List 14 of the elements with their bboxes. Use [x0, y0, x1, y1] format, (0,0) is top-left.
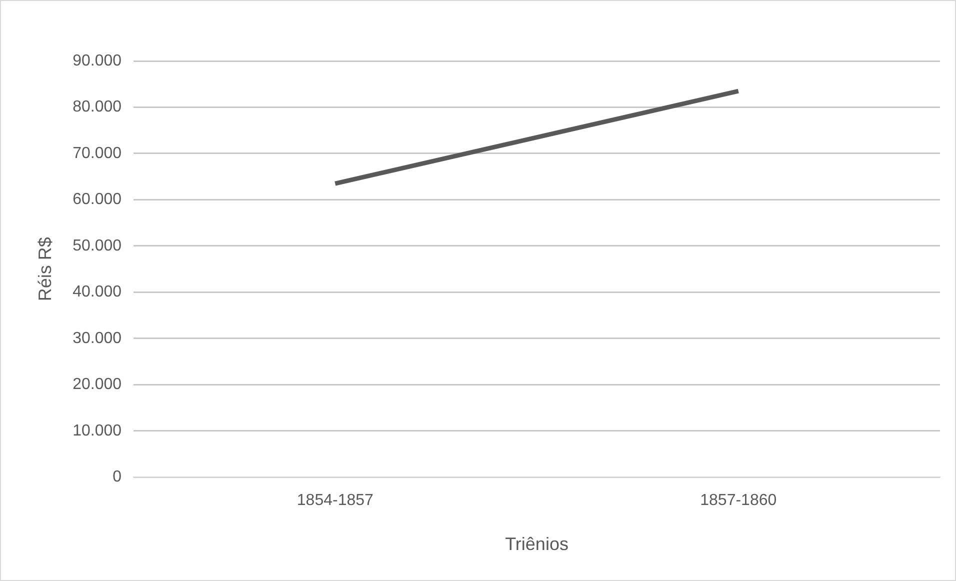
y-tick-label: 60.000 [72, 191, 122, 208]
y-tick-label: 0 [112, 468, 122, 486]
y-tick-label: 30.000 [72, 330, 122, 347]
y-tick-label: 40.000 [72, 284, 122, 301]
x-tick-label: 1854-1857 [296, 492, 374, 510]
y-tick-label: 10.000 [72, 422, 122, 440]
y-tick-label: 50.000 [72, 237, 122, 254]
y-tick-label: 80.000 [72, 98, 122, 116]
y-tick-label: 90.000 [72, 52, 122, 70]
x-axis-title: Triênios [505, 534, 568, 554]
y-tick-label: 20.000 [72, 376, 122, 394]
y-tick-label: 70.000 [72, 144, 122, 162]
x-tick-label: 1857-1860 [700, 492, 777, 510]
y-axis-title: Réis R$ [34, 237, 55, 302]
